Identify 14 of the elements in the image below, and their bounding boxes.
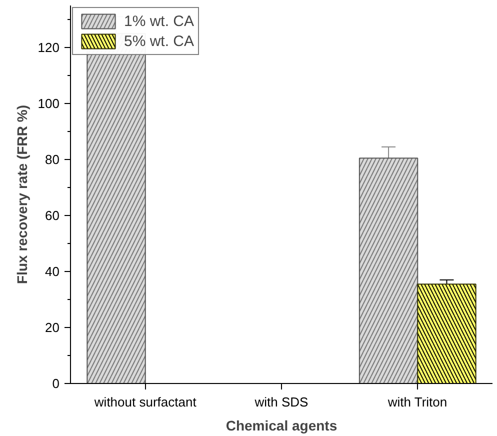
y-tick-label: 0	[52, 376, 60, 391]
x-tick-label: with Triton	[386, 394, 448, 410]
y-tick-label: 40	[45, 264, 60, 279]
y-tick-label: 120	[38, 40, 60, 55]
legend-label: 5% wt. CA	[124, 32, 194, 50]
x-axis-title: Chemical agents	[226, 418, 338, 434]
legend-label: 1% wt. CA	[124, 12, 194, 30]
y-tick-label: 80	[45, 152, 60, 167]
y-tick-label: 20	[45, 320, 60, 335]
x-tick-label: without surfactant	[93, 394, 197, 410]
x-tick-label: with SDS	[254, 394, 309, 410]
y-axis-title: Flux recovery rate (FRR %)	[14, 105, 30, 284]
y-tick-label: 100	[38, 96, 60, 111]
y-tick-label: 60	[45, 208, 60, 223]
